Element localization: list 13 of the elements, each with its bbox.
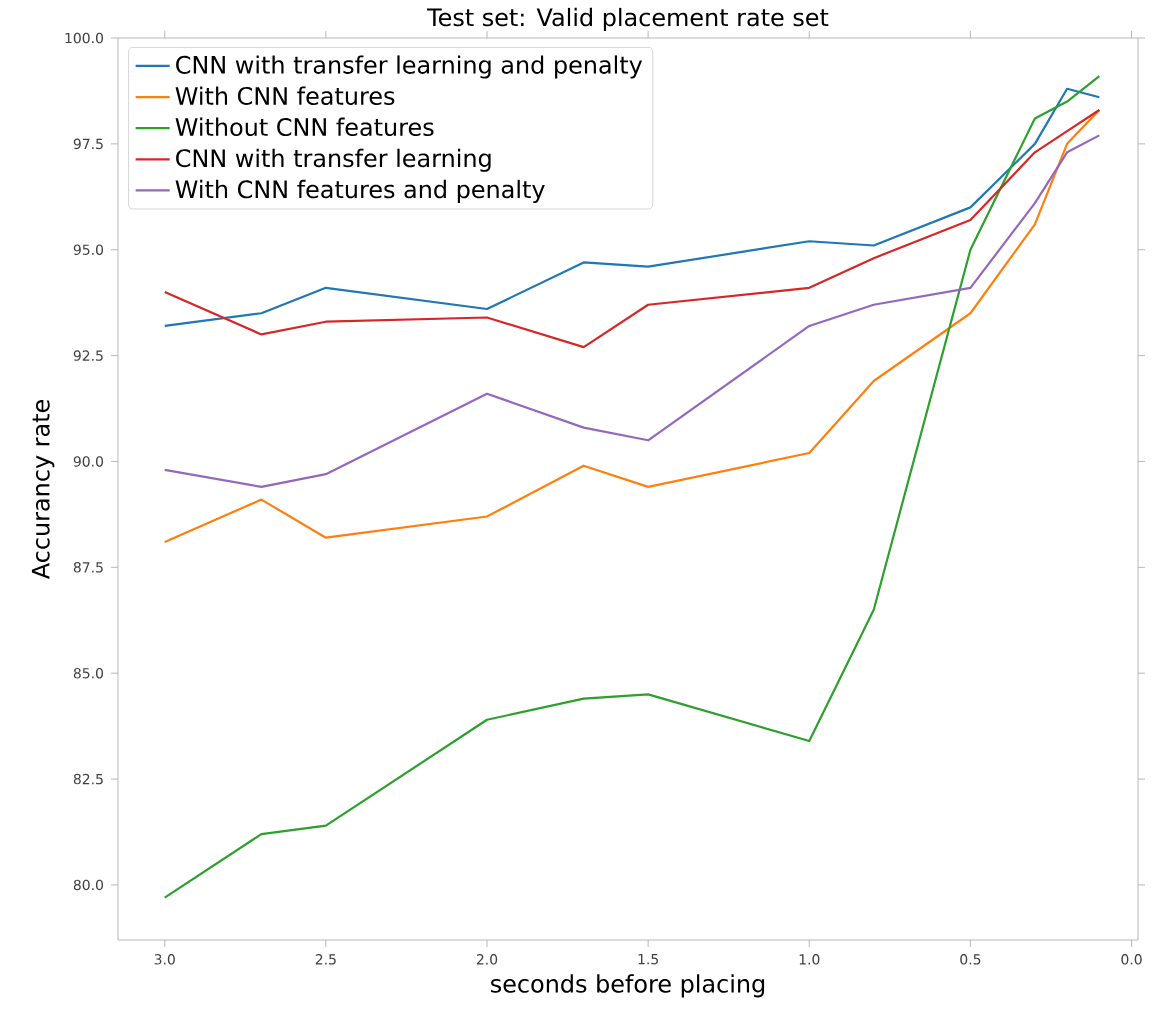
x-axis-title: seconds before placing: [491, 974, 765, 998]
line-series: [163, 134, 1101, 488]
legend-label: Without CNN features: [175, 117, 434, 137]
line-series: [163, 108, 1101, 544]
chart-title: Test set: Valid placement rate set: [427, 7, 829, 31]
y-axis-title: Accurancy rate: [31, 400, 55, 580]
line-series: [163, 87, 1101, 328]
legend-label: With CNN features and penalty: [175, 179, 545, 203]
line-series: [163, 75, 1101, 899]
legend-label: With CNN features: [175, 86, 395, 105]
legend-label: CNN with transfer learning and penalty: [176, 55, 643, 79]
line-series: [163, 108, 1101, 349]
legend-label: CNN with transfer learning: [176, 148, 491, 172]
